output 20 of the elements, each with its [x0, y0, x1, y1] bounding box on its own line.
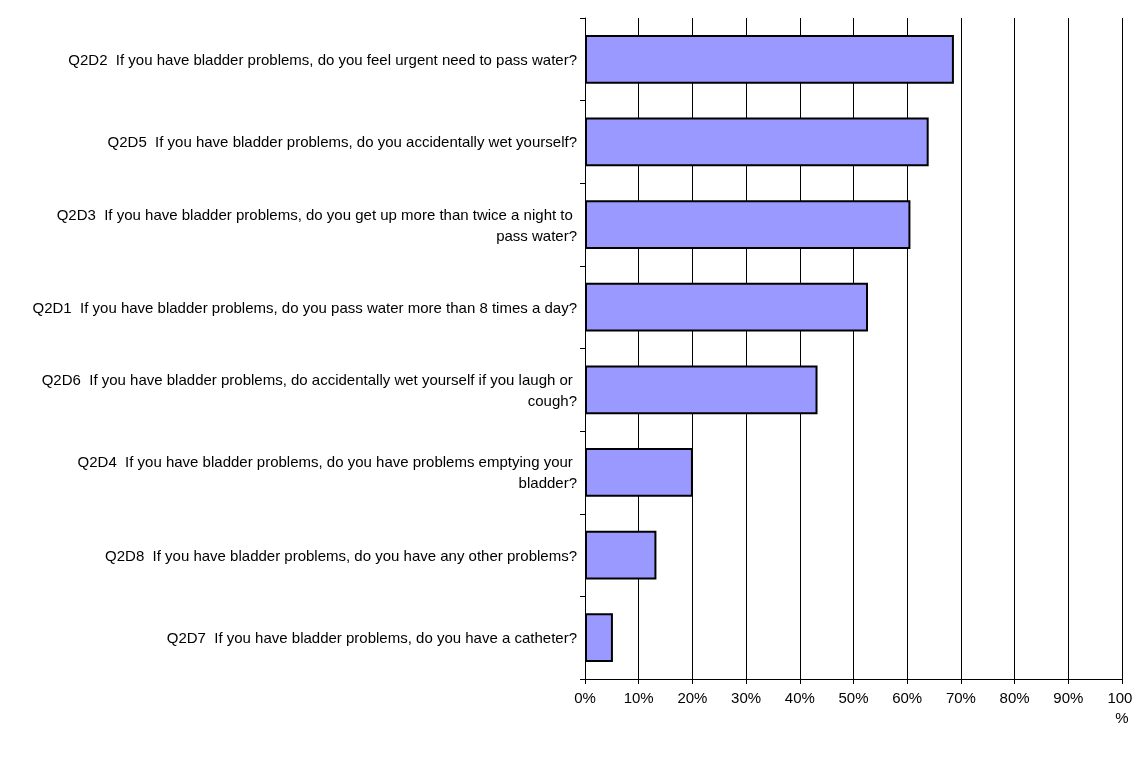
- y-tick-label: Q2D5 If you have bladder problems, do you accidentally wet yourself?: [107, 133, 577, 151]
- x-tick-label: 20%: [677, 688, 708, 706]
- x-tick-label: 0%: [574, 688, 596, 706]
- x-tick-label: 30%: [731, 688, 762, 706]
- y-tick-label: Q2D3 If you have bladder problems, do you get up more than twice a night to pass water?: [56, 205, 577, 244]
- y-tick-label: Q2D6 If you have bladder problems, do accidentally wet yourself if you laugh or cough?: [41, 370, 577, 409]
- x-tick-label: 10%: [623, 688, 654, 706]
- x-tick-label: 40%: [784, 688, 815, 706]
- x-tick-label: 80%: [999, 688, 1030, 706]
- y-tick-label: Q2D2 If you have bladder problems, do you feel urgent need to pass water?: [68, 50, 577, 68]
- x-tick-label: 100 %: [1107, 688, 1137, 726]
- y-tick-label: Q2D4 If you have bladder problems, do you have problems emptying your bladder?: [77, 453, 577, 492]
- x-tick-label: 60%: [892, 688, 923, 706]
- x-tick-label: 70%: [945, 688, 976, 706]
- y-tick-label: Q2D7 If you have bladder problems, do you have a catheter?: [166, 629, 577, 647]
- y-tick-label: Q2D1 If you have bladder problems, do you pass water more than 8 times a day?: [32, 298, 577, 316]
- x-tick-label: 50%: [838, 688, 869, 706]
- bar: [585, 613, 613, 663]
- y-tick-label: Q2D8 If you have bladder problems, do you have any other problems?: [105, 546, 577, 564]
- x-tick-label: 90%: [1053, 688, 1084, 706]
